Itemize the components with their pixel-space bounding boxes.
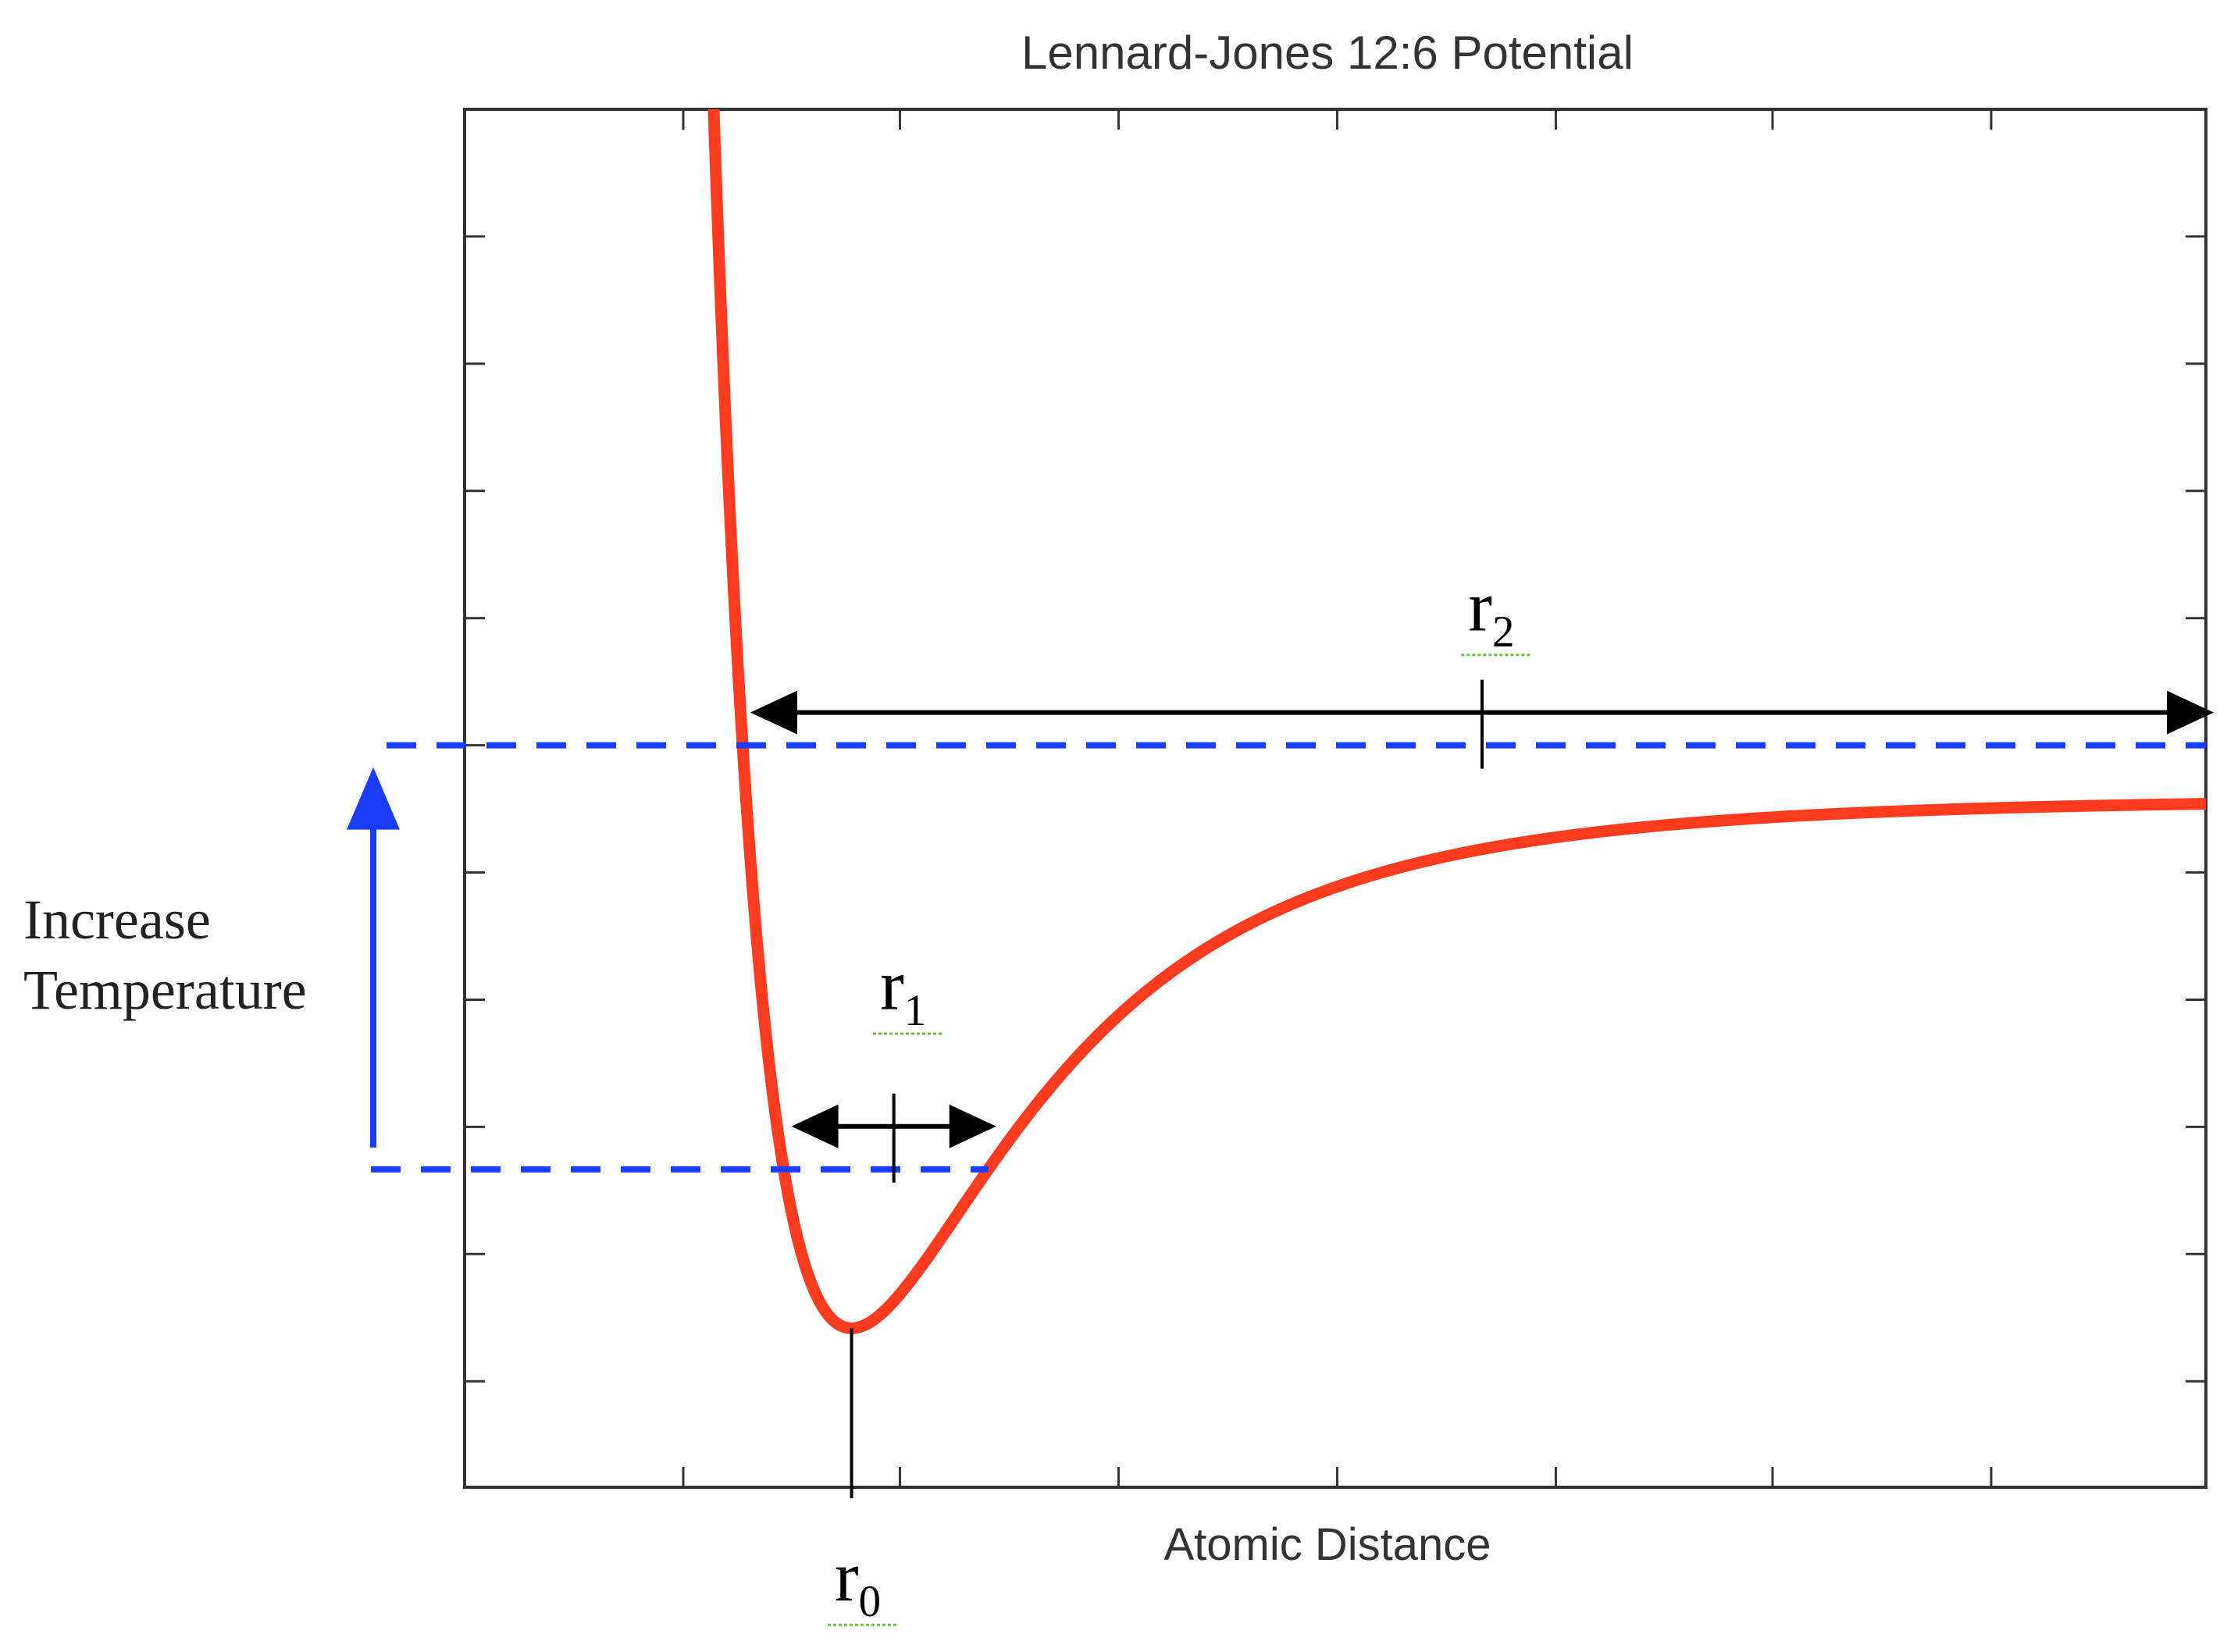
x-axis-label: Atomic Distance [1163,1519,1491,1570]
r2-arrowhead-left [750,690,797,735]
r1-label-main: r [880,945,904,1025]
r1-arrowhead-left [791,1104,839,1148]
r0-label-sub: 0 [859,1577,882,1626]
r2-arrowhead-right [2167,690,2214,735]
r2-label-main: r [1468,567,1492,646]
plot-frame [463,108,2207,1489]
r0-label-main: r [835,1536,859,1616]
temperature-arrowhead [347,767,400,830]
r2-label-sub: 2 [1492,607,1515,657]
r2-label: r2 [1468,567,1514,657]
r1-label-sub: 1 [904,986,927,1035]
r1-arrowhead-right [949,1104,996,1148]
chart-title: Lennard-Jones 12:6 Potential [1021,27,1634,79]
series-line [707,109,2206,1334]
temperature-label-line1: Increase [23,888,211,951]
temperature-label-line2: Temperature [23,959,307,1021]
r1-label: r1 [880,945,926,1035]
r0-label: r0 [835,1536,881,1626]
